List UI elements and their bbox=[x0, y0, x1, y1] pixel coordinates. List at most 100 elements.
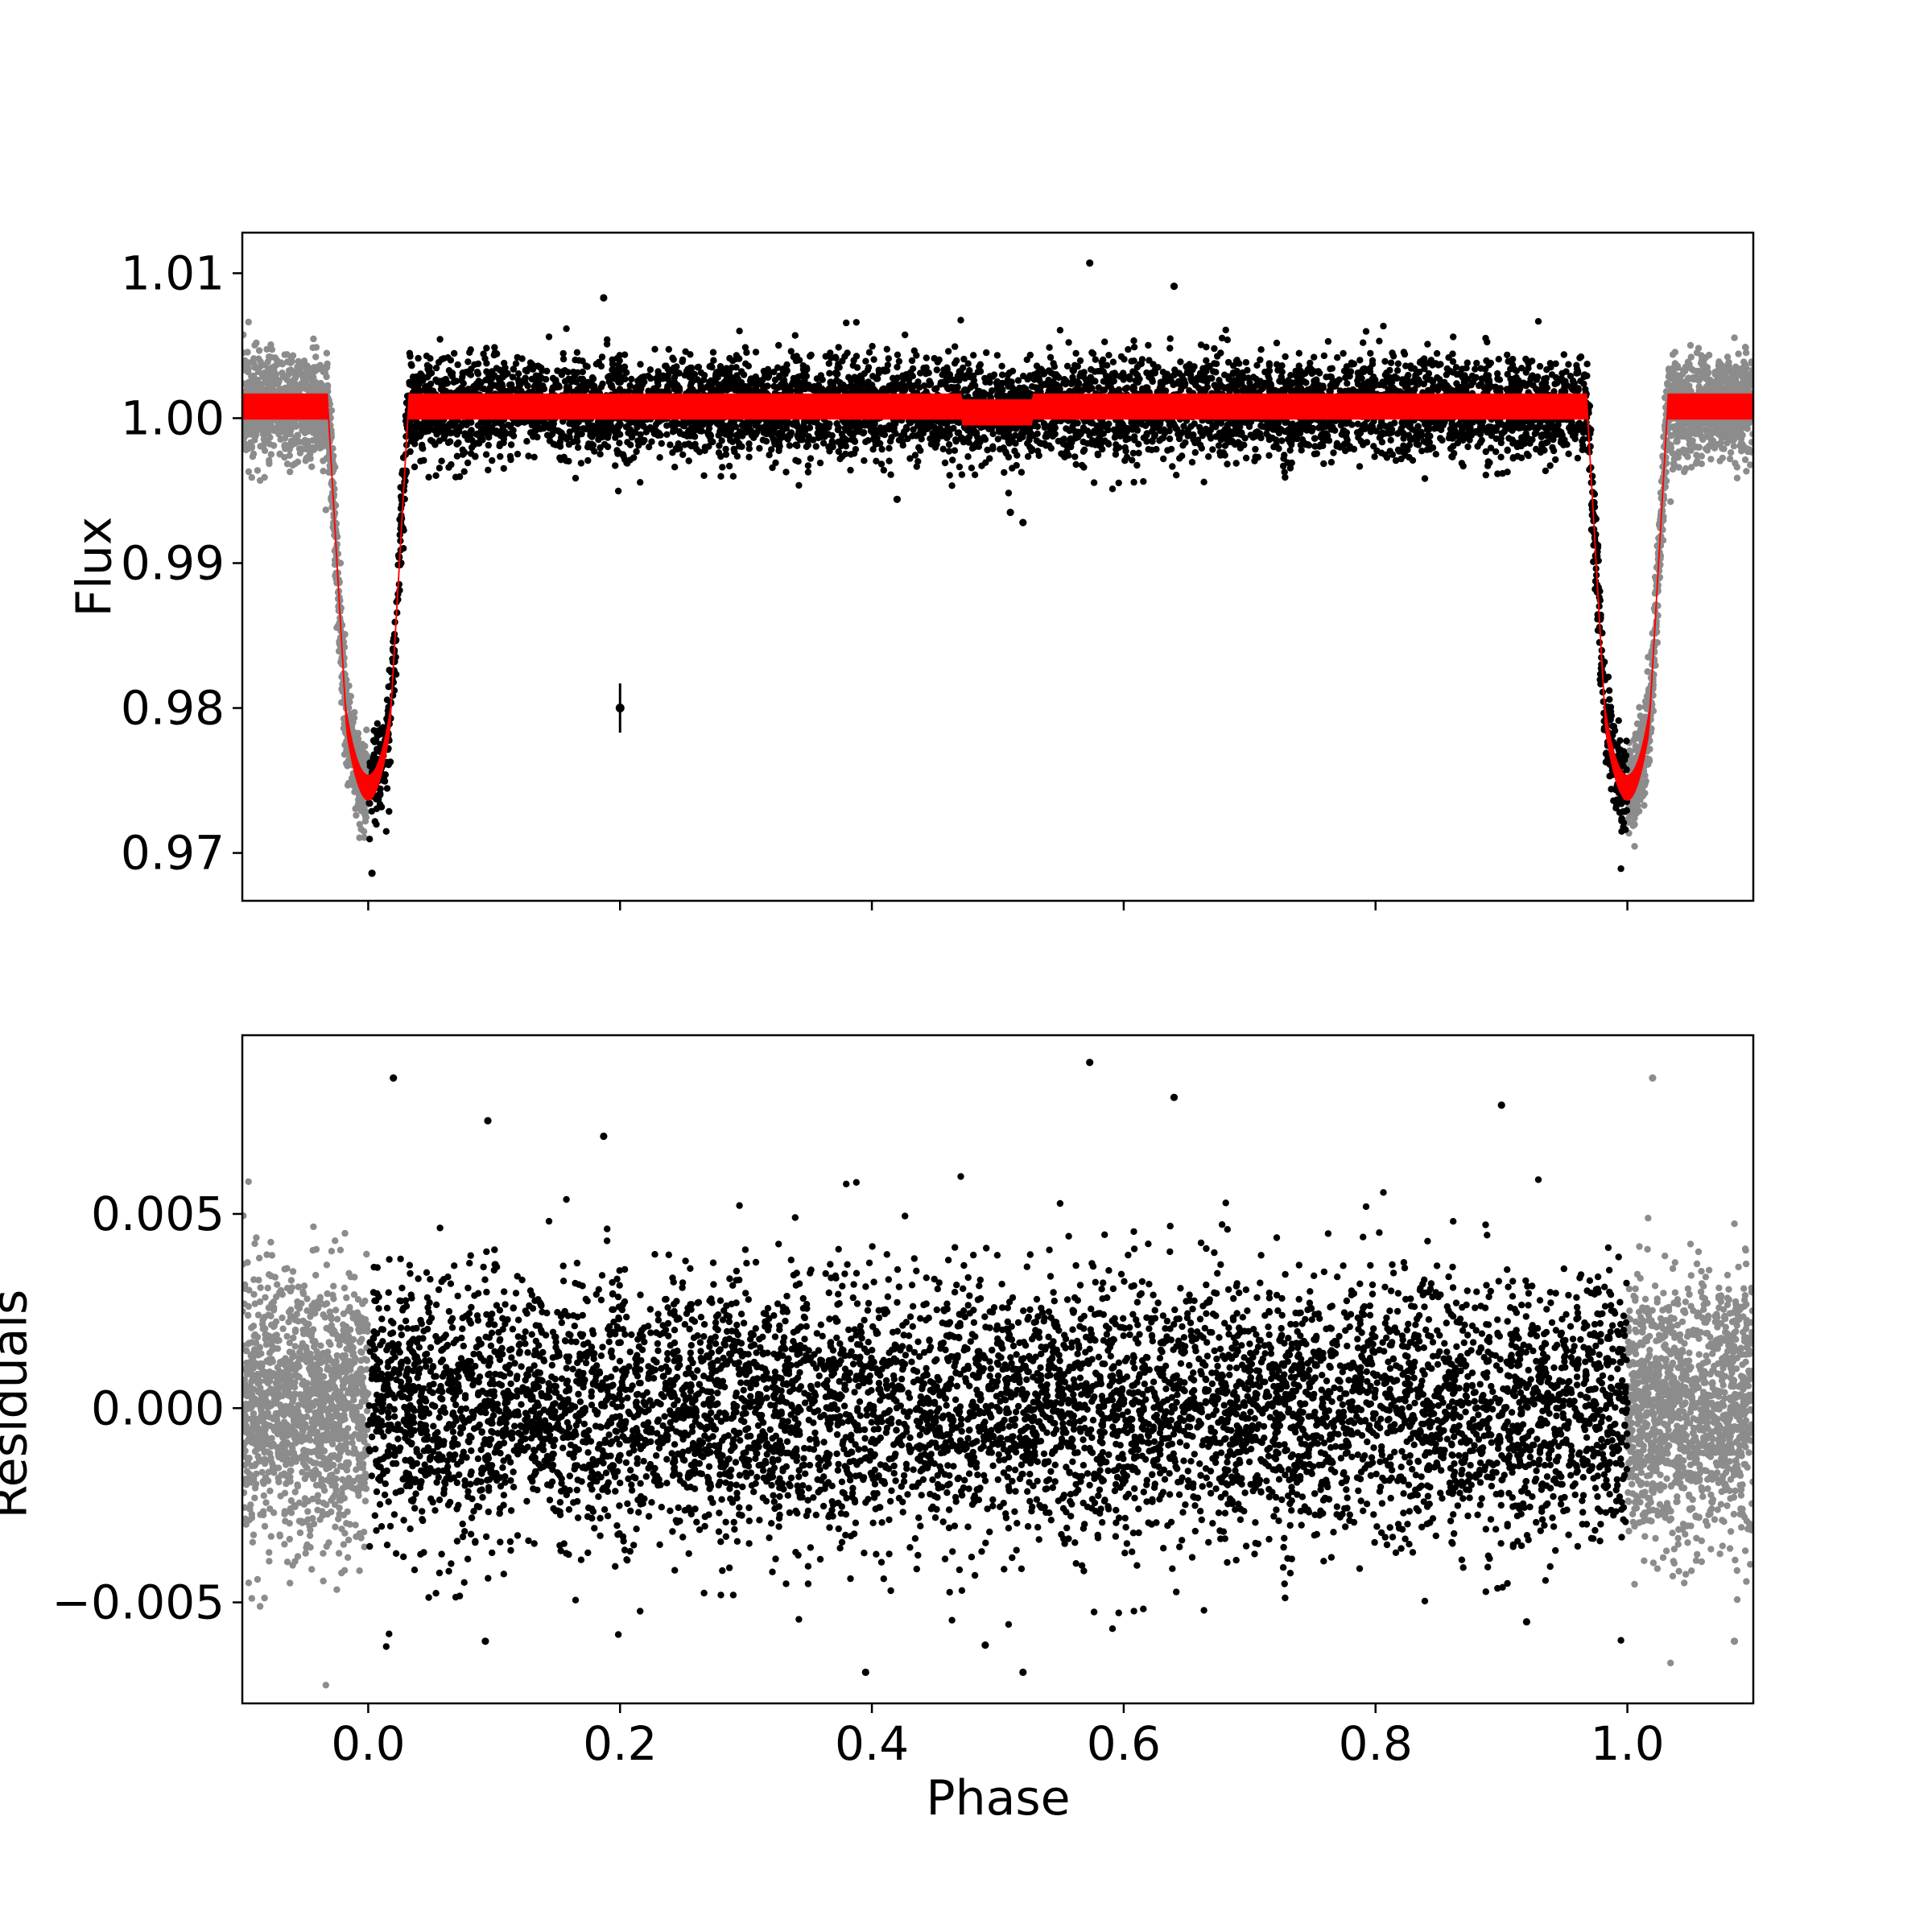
flux-point bbox=[956, 463, 964, 471]
flux-point-out-of-range bbox=[248, 474, 255, 481]
flux-point bbox=[1618, 817, 1625, 824]
flux-point bbox=[500, 464, 507, 473]
flux-point-out-of-range bbox=[1685, 374, 1692, 382]
flux-point-out-of-range bbox=[283, 460, 291, 468]
flux-point bbox=[1311, 353, 1318, 361]
flux-point-out-of-range bbox=[1740, 423, 1748, 431]
flux-point-out-of-range bbox=[1674, 429, 1682, 436]
flux-point bbox=[1242, 454, 1250, 462]
flux-point-out-of-range bbox=[265, 385, 273, 392]
flux-point bbox=[1071, 453, 1079, 460]
flux-point-out-of-range bbox=[283, 424, 290, 431]
flux-point-out-of-range bbox=[1732, 460, 1739, 467]
flux-point-out-of-range bbox=[1693, 452, 1700, 459]
flux-point bbox=[1473, 359, 1480, 367]
flux-point bbox=[750, 434, 758, 441]
flux-point-out-of-range bbox=[323, 349, 331, 357]
flux-point-out-of-range bbox=[1686, 421, 1694, 428]
flux-point bbox=[1421, 475, 1429, 482]
flux-point-out-of-range bbox=[1686, 341, 1695, 349]
flux-point-out-of-range bbox=[361, 834, 368, 841]
flux-point bbox=[1397, 455, 1405, 463]
flux-point-out-of-range bbox=[243, 422, 251, 429]
flux-point bbox=[1517, 454, 1525, 461]
flux-point bbox=[468, 444, 476, 452]
flux-point-out-of-range bbox=[294, 365, 301, 373]
flux-point-out-of-range bbox=[270, 427, 278, 435]
flux-point-out-of-range bbox=[341, 643, 349, 651]
flux-point bbox=[1577, 378, 1584, 385]
flux-point-out-of-range bbox=[353, 811, 360, 819]
flux-point bbox=[633, 448, 640, 456]
flux-point-out-of-range bbox=[265, 353, 273, 361]
flux-point bbox=[964, 453, 972, 460]
flux-point-out-of-range bbox=[323, 373, 330, 381]
flux-point bbox=[514, 450, 522, 458]
flux-point-out-of-range bbox=[1682, 427, 1690, 436]
flux-point-out-of-range bbox=[1707, 456, 1715, 463]
flux-point bbox=[386, 807, 393, 815]
flux-point-out-of-range bbox=[1748, 360, 1753, 367]
flux-point-out-of-range bbox=[324, 384, 331, 391]
flux-point-out-of-range bbox=[332, 530, 340, 538]
flux-point-out-of-range bbox=[259, 370, 266, 378]
flux-point-out-of-range bbox=[316, 361, 324, 369]
flux-point-out-of-range bbox=[1698, 452, 1705, 460]
flux-point-out-of-range bbox=[299, 421, 306, 428]
flux-point-out-of-range bbox=[268, 378, 275, 385]
flux-point-out-of-range bbox=[1707, 442, 1714, 450]
flux-point bbox=[679, 356, 687, 364]
flux-point bbox=[382, 828, 390, 836]
flux-point bbox=[1252, 445, 1259, 453]
flux-point-out-of-range bbox=[1697, 359, 1705, 367]
flux-point-out-of-range bbox=[1740, 378, 1748, 386]
flux-point-out-of-range bbox=[273, 361, 280, 369]
flux-point-out-of-range bbox=[244, 349, 251, 356]
flux-point-out-of-range bbox=[295, 445, 303, 452]
flux-point-out-of-range bbox=[262, 361, 269, 369]
flux-point-out-of-range bbox=[1717, 361, 1724, 369]
flux-point-out-of-range bbox=[322, 506, 329, 514]
flux-point bbox=[880, 466, 888, 474]
flux-point-out-of-range bbox=[1703, 364, 1711, 371]
flux-point bbox=[1130, 344, 1138, 351]
flux-point bbox=[885, 355, 893, 362]
flux-point-out-of-range bbox=[284, 430, 292, 437]
flux-point bbox=[1380, 322, 1387, 330]
flux-point-out-of-range bbox=[242, 446, 250, 454]
flux-point-out-of-range bbox=[1730, 443, 1738, 450]
flux-point bbox=[736, 328, 743, 335]
flux-point bbox=[1177, 358, 1184, 365]
flux-point-out-of-range bbox=[363, 726, 370, 733]
flux-point bbox=[1371, 453, 1378, 460]
flux-point-out-of-range bbox=[338, 699, 345, 706]
flux-point bbox=[1166, 335, 1174, 342]
flux-point bbox=[1188, 459, 1196, 466]
flux-point bbox=[1433, 349, 1441, 357]
flux-point-out-of-range bbox=[1633, 720, 1641, 728]
flux-point-out-of-range bbox=[1724, 440, 1731, 447]
flux-point bbox=[1065, 339, 1072, 346]
flux-point-out-of-range bbox=[323, 454, 330, 462]
flux-point-out-of-range bbox=[312, 426, 320, 433]
flux-point-out-of-range bbox=[1644, 692, 1651, 700]
flux-point-out-of-range bbox=[1629, 822, 1637, 829]
flux-point-out-of-range bbox=[250, 372, 258, 380]
flux-point-out-of-range bbox=[333, 540, 341, 548]
flux-point-out-of-range bbox=[1735, 350, 1742, 357]
flux-point bbox=[1617, 865, 1624, 873]
flux-point bbox=[391, 618, 398, 625]
flux-point-out-of-range bbox=[294, 431, 301, 439]
flux-point-out-of-range bbox=[1709, 380, 1716, 387]
flux-point bbox=[1046, 344, 1053, 351]
flux-point-out-of-range bbox=[262, 379, 270, 386]
flux-point-out-of-range bbox=[314, 436, 322, 443]
flux-point-out-of-range bbox=[256, 363, 264, 370]
flux-point bbox=[1356, 463, 1364, 470]
flux-point-out-of-range bbox=[323, 364, 331, 371]
flux-point-out-of-range bbox=[349, 774, 356, 782]
flux-point bbox=[804, 469, 812, 476]
flux-point bbox=[1606, 696, 1613, 704]
flux-point-out-of-range bbox=[303, 366, 311, 374]
flux-point bbox=[1242, 359, 1250, 366]
